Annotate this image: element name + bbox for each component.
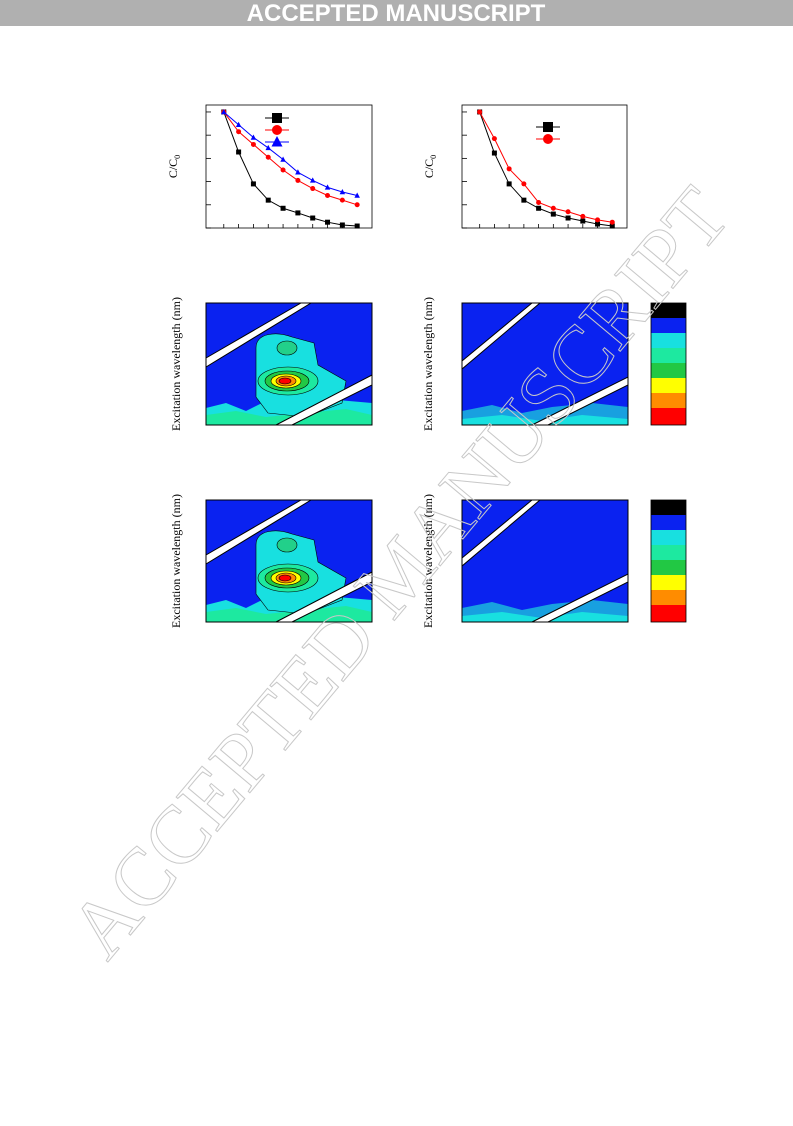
marker <box>354 192 360 198</box>
y-label: C/C0 <box>422 155 438 178</box>
marker <box>580 213 586 219</box>
series-line <box>479 111 613 223</box>
marker <box>595 221 601 227</box>
marker <box>521 181 527 187</box>
marker <box>609 219 615 225</box>
marker <box>609 223 615 229</box>
marker <box>250 181 256 187</box>
series-line <box>223 111 358 196</box>
marker <box>295 177 301 183</box>
marker <box>325 193 331 199</box>
marker <box>536 199 542 205</box>
marker <box>550 211 556 217</box>
series-line <box>223 111 358 227</box>
banner-bar <box>0 0 793 26</box>
chart: C/C0 <box>422 104 628 229</box>
y-label: Excitation wavelength (nm) <box>421 494 435 628</box>
marker <box>310 186 316 192</box>
marker <box>595 217 601 223</box>
marker <box>309 177 316 183</box>
marker <box>354 223 360 229</box>
banner: ACCEPTED MANUSCRIPT <box>247 0 546 27</box>
marker <box>536 205 542 211</box>
contour-plot: Excitation wavelength (nm) <box>421 297 687 431</box>
marker <box>250 141 256 147</box>
marker <box>265 197 271 203</box>
chart: C/C0 <box>166 104 373 229</box>
marker <box>265 154 271 160</box>
legend-marker <box>543 134 553 144</box>
marker <box>235 121 242 127</box>
marker <box>310 215 316 221</box>
marker <box>521 197 527 203</box>
marker <box>236 149 242 155</box>
contour-plot: Excitation wavelength (nm) <box>421 494 687 628</box>
watermark: ACCEPTED MANUSCRIPT <box>51 170 746 974</box>
marker <box>339 189 346 195</box>
marker <box>339 197 345 203</box>
marker <box>250 134 257 140</box>
series-line <box>479 111 613 227</box>
series-line <box>223 111 358 206</box>
marker <box>565 209 571 215</box>
marker <box>295 169 301 175</box>
marker <box>491 150 497 156</box>
marker <box>325 219 331 225</box>
marker <box>506 166 512 172</box>
plot-frame <box>461 104 628 229</box>
marker <box>265 144 271 151</box>
marker <box>295 210 301 216</box>
marker <box>491 136 497 142</box>
marker <box>565 215 571 221</box>
marker <box>280 167 286 173</box>
y-label-main: C/C <box>166 159 180 178</box>
y-label: Excitation wavelength (nm) <box>421 297 435 431</box>
plot-frame <box>205 104 373 229</box>
y-label: Excitation wavelength (nm) <box>169 494 183 628</box>
marker <box>580 218 586 224</box>
y-label-main: C/C <box>422 159 436 178</box>
contour-plot: Excitation wavelength (nm) <box>169 494 373 628</box>
y-label: C/C0 <box>166 155 182 178</box>
marker <box>236 129 242 135</box>
legend-marker <box>543 122 553 132</box>
y-label-sub: 0 <box>173 155 182 159</box>
marker <box>506 181 512 187</box>
legend-marker <box>272 125 282 135</box>
marker <box>280 205 286 211</box>
marker <box>280 156 286 162</box>
marker <box>221 108 227 115</box>
y-label-sub: 0 <box>429 155 438 159</box>
marker <box>354 202 360 208</box>
marker <box>339 222 345 228</box>
legend-marker <box>271 136 283 147</box>
marker <box>324 184 331 190</box>
marker <box>550 205 556 211</box>
contour-plot: Excitation wavelength (nm) <box>169 297 373 431</box>
marker <box>477 109 483 115</box>
legend-marker <box>272 113 282 123</box>
y-label: Excitation wavelength (nm) <box>169 297 183 431</box>
